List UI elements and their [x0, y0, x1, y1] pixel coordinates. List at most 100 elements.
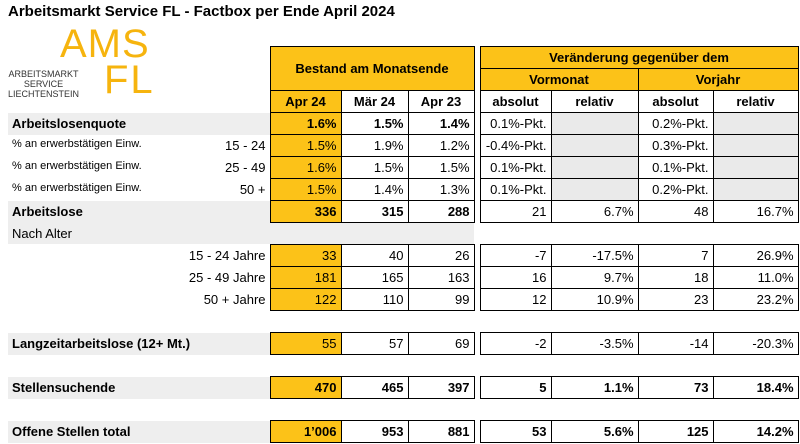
factbox-table: Bestand am Monatsende Veränderung gegenüb… [8, 46, 799, 443]
value-cell: 0.1%-Pkt. [637, 156, 714, 179]
value-cell: 1.5% [269, 134, 342, 157]
value-cell: 6.7% [550, 200, 639, 223]
table-row: Offene Stellen total 1’006 953 881 53 5.6% 125… [8, 420, 799, 443]
row-label: Arbeitslose [8, 200, 270, 223]
value-cell: 125 [637, 420, 714, 443]
value-cell: -14 [637, 332, 714, 355]
logo-region: FL [104, 58, 155, 102]
row-label: Stellensuchende [8, 376, 270, 399]
value-cell: 23.2% [712, 288, 799, 311]
value-cell: 69 [407, 332, 475, 355]
value-cell: 11.0% [712, 266, 799, 289]
title: Arbeitsmarkt Service FL - Factbox per En… [8, 3, 395, 20]
value-cell: 163 [407, 266, 475, 289]
value-cell: 470 [269, 376, 342, 399]
value-cell: 1.5% [340, 156, 409, 179]
row-label-text: 50 + Jahre [203, 292, 266, 307]
row-label-text: Stellensuchende [12, 380, 116, 395]
column-header: absolut [637, 90, 714, 113]
row-label-text: % an erwerbstätigen Einw. [12, 182, 142, 194]
group-header: Veränderung gegenüber dem [479, 46, 799, 69]
value-cell: -0.4%-Pkt. [479, 134, 552, 157]
row-label: Arbeitslosenquote [8, 112, 270, 135]
value-cell: 18.4% [712, 376, 799, 399]
row-label: 15 - 24 % an erwerbstätigen Einw. [8, 135, 270, 157]
value-cell: 12 [479, 288, 552, 311]
table-row: Bestand am Monatsende Veränderung gegenüb… [8, 46, 799, 91]
value-cell: 7 [637, 244, 714, 267]
table-row: 50 + % an erwerbstätigen Einw. 1.5% 1.4% 1.3… [8, 178, 799, 201]
table-row: Langzeitarbeitslose (12+ Mt.) 55 57 69 -2 -3.… [8, 332, 799, 355]
row-label-text: % an erwerbstätigen Einw. [12, 138, 142, 150]
value-cell: 397 [407, 376, 475, 399]
value-cell: 336 [269, 200, 342, 223]
value-cell: 5.6% [550, 420, 639, 443]
value-cell: 165 [340, 266, 409, 289]
table-row: Nach Alter [8, 222, 798, 245]
table-row: 25 - 49 Jahre 181 165 163 16 9.7% 18 11.0% [8, 266, 799, 289]
row-label-text: % an erwerbstätigen Einw. [12, 160, 142, 172]
row-label: 50 + Jahre [8, 289, 270, 311]
row-label-text: Langzeitarbeitslose (12+ Mt.) [12, 336, 191, 351]
spacer-row [8, 399, 798, 421]
value-cell: 0.3%-Pkt. [637, 134, 714, 157]
row-group: 25 - 49 [225, 160, 266, 175]
row-label-text: 15 - 24 Jahre [188, 248, 266, 263]
value-cell: 1.4% [407, 112, 475, 135]
section-label: Nach Alter [8, 222, 475, 245]
table-row: 25 - 49% an erwerbstätigen Einw. 1.6% 1.5%… [8, 156, 799, 179]
empty-cell [550, 134, 639, 157]
value-cell: 1.5% [269, 178, 342, 201]
empty-cell [712, 156, 799, 179]
empty-cell [712, 134, 799, 157]
value-cell: -20.3% [712, 332, 799, 355]
value-cell: 33 [269, 244, 342, 267]
value-cell: -3.5% [550, 332, 639, 355]
value-cell: 1.2% [407, 134, 475, 157]
value-cell: 73 [637, 376, 714, 399]
row-label-text: Arbeitslose [12, 204, 83, 219]
row-label-text: Offene Stellen total [12, 424, 131, 439]
value-cell: 181 [269, 266, 342, 289]
row-label: 25 - 49 Jahre [8, 267, 270, 289]
spacer-row [8, 311, 798, 333]
value-cell: 23 [637, 288, 714, 311]
value-cell: 0.1%-Pkt. [479, 156, 552, 179]
logo-line: SERVICE [23, 79, 64, 89]
logo-line: LIECHTENSTEIN [8, 89, 80, 99]
logo-text: ARBEITSMARKT SERVICE LIECHTENSTEIN [8, 69, 79, 99]
spacer-row [8, 355, 798, 377]
value-cell: 0.1%-Pkt. [479, 178, 552, 201]
value-cell: 10.9% [550, 288, 639, 311]
table-row: Arbeitslose 336 315 288 21 6.7% 48 16.7% [8, 200, 799, 223]
value-cell: 16.7% [712, 200, 799, 223]
value-cell: 9.7% [550, 266, 639, 289]
row-group: 15 - 24 [225, 138, 266, 153]
value-cell: 1.1% [550, 376, 639, 399]
value-cell: 315 [340, 200, 409, 223]
value-cell: 99 [407, 288, 475, 311]
value-cell: 21 [479, 200, 552, 223]
value-cell: -7 [479, 244, 552, 267]
empty-cell [550, 156, 639, 179]
value-cell: 48 [637, 200, 714, 223]
value-cell: 18 [637, 266, 714, 289]
value-cell: 53 [479, 420, 552, 443]
value-cell: 953 [340, 420, 409, 443]
value-cell: 465 [340, 376, 409, 399]
blank-cell [8, 47, 270, 113]
value-cell: 57 [340, 332, 409, 355]
value-cell: 40 [340, 244, 409, 267]
value-cell: 0.2%-Pkt. [637, 178, 714, 201]
value-cell: 1.5% [340, 112, 409, 135]
value-cell: 0.2%-Pkt. [637, 112, 714, 135]
empty-cell [550, 112, 639, 135]
column-header: Apr 24 [269, 90, 342, 113]
value-cell: 5 [479, 376, 552, 399]
value-cell: 1.3% [407, 178, 475, 201]
value-cell: 1.5% [407, 156, 475, 179]
group-header: Vorjahr [637, 68, 799, 91]
table-row: 15 - 24 % an erwerbstätigen Einw. 1.5% 1.9%… [8, 134, 799, 157]
value-cell: 1.6% [269, 156, 342, 179]
